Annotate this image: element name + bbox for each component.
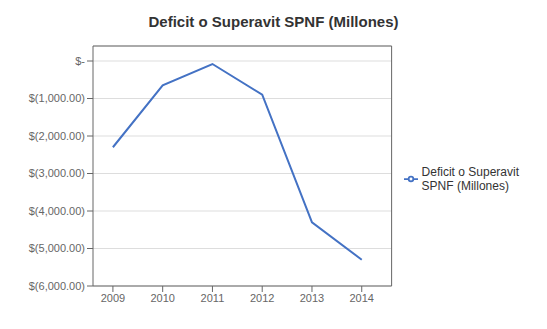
svg-text:$(4,000.00): $(4,000.00) (29, 205, 85, 217)
svg-text:2012: 2012 (250, 292, 274, 304)
svg-text:2011: 2011 (201, 292, 225, 304)
svg-text:$(3,000.00): $(3,000.00) (29, 167, 85, 179)
svg-text:2013: 2013 (300, 292, 324, 304)
svg-text:$(1,000.00): $(1,000.00) (29, 92, 85, 104)
svg-text:2014: 2014 (350, 292, 374, 304)
svg-text:2009: 2009 (101, 292, 125, 304)
html-text:Deficit o Superavit SPNF (Mill: Deficit o Superavit SPNF (Millones) (148, 13, 399, 30)
svg-text:$(6,000.00): $(6,000.00) (29, 280, 85, 292)
html-text:Deficit o Superavit SPNF (Mill: Deficit o Superavit SPNF (Millones) (421, 164, 519, 193)
svg-text:$(5,000.00): $(5,000.00) (29, 242, 85, 254)
svg-text:$(2,000.00): $(2,000.00) (29, 130, 85, 142)
svg-text:$-: $- (75, 55, 85, 67)
svg-text:2010: 2010 (150, 292, 174, 304)
